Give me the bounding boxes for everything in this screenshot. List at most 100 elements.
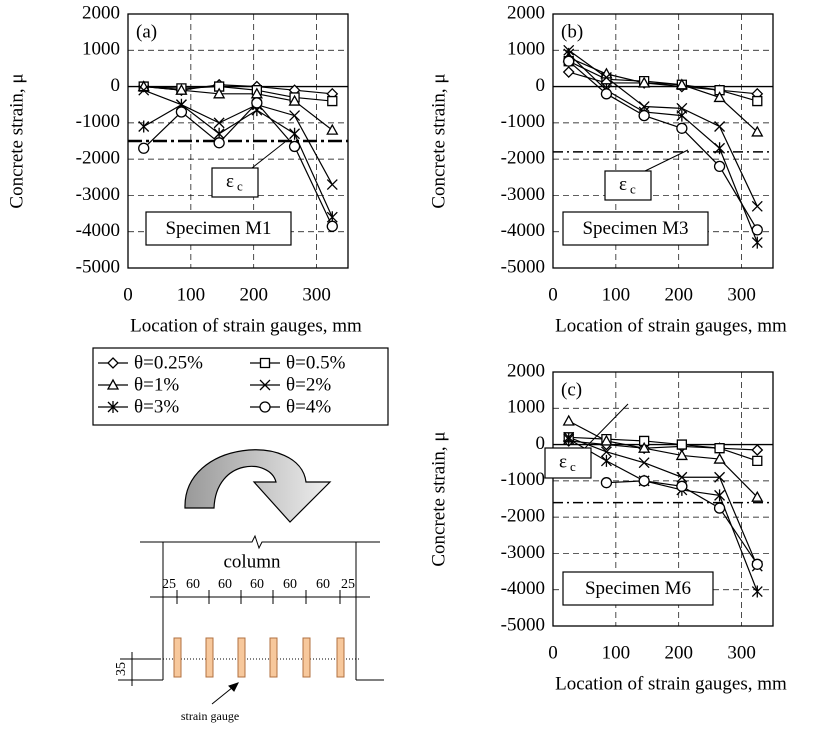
marker — [676, 122, 688, 134]
marker — [600, 477, 613, 489]
marker — [751, 224, 763, 236]
x-axis-label: Location of strain gauges, mm — [555, 315, 787, 336]
legend-label: θ=0.25% — [134, 352, 203, 373]
series-line — [143, 85, 333, 102]
y-tick-label: -4000 — [501, 220, 545, 241]
column-label: column — [224, 551, 281, 572]
series-line — [143, 89, 333, 185]
legend-marker — [106, 378, 120, 390]
x-tick-label: 0 — [123, 284, 133, 305]
y-tick-label: -1000 — [501, 469, 545, 490]
marker — [675, 449, 688, 461]
marker — [562, 414, 575, 426]
height-dimension: 35 — [114, 662, 129, 676]
annotation: ε — [619, 174, 627, 195]
marker — [751, 490, 764, 502]
marker — [563, 55, 575, 67]
panel-label: (b) — [561, 21, 583, 42]
y-tick-label: -2000 — [501, 506, 545, 527]
y-tick-label: -3000 — [501, 542, 545, 563]
x-tick-label: 200 — [664, 284, 693, 305]
marker — [751, 200, 763, 212]
legend-label: θ=3% — [134, 396, 179, 417]
x-tick-label: 300 — [727, 642, 756, 663]
marker — [675, 78, 688, 90]
marker — [638, 457, 650, 469]
y-axis-label: Concrete strain, μ — [428, 73, 449, 208]
panel-label: (c) — [561, 379, 582, 400]
annotation-leader — [584, 403, 629, 449]
dimension: 25 — [341, 577, 355, 592]
marker — [714, 121, 726, 132]
marker — [714, 489, 726, 502]
y-tick-label: -1000 — [76, 111, 120, 132]
x-tick-label: 100 — [602, 284, 631, 305]
marker — [714, 142, 726, 155]
legend-label: θ=0.5% — [286, 352, 346, 373]
dimension: 60 — [218, 577, 232, 592]
marker — [676, 480, 688, 492]
y-tick-label: 0 — [536, 433, 546, 454]
annotation-box — [544, 447, 592, 479]
series-line — [568, 420, 758, 498]
y-tick-label: 2000 — [507, 2, 545, 23]
legend-label: θ=2% — [286, 374, 331, 395]
marker — [713, 502, 726, 514]
x-axis-label: Location of strain gauges, mm — [130, 315, 362, 336]
dimension: 25 — [162, 577, 176, 592]
plot-frame — [552, 371, 774, 627]
marker — [138, 142, 150, 154]
y-tick-label: 2000 — [507, 360, 545, 381]
marker — [175, 83, 188, 95]
dimension: 60 — [283, 577, 297, 592]
marker — [563, 433, 575, 446]
marker — [289, 127, 301, 140]
marker — [713, 452, 726, 464]
y-tick-label: -4000 — [76, 220, 120, 241]
y-tick-label: 1000 — [507, 397, 545, 418]
legend-label: θ=4% — [286, 396, 331, 417]
series-line — [143, 85, 333, 131]
legend-label: θ=1% — [134, 374, 179, 395]
y-tick-label: -2000 — [76, 148, 120, 169]
marker — [600, 446, 612, 458]
marker — [213, 87, 226, 99]
legend-marker — [259, 379, 271, 391]
strain-gauges — [173, 637, 345, 678]
y-tick-label: -5000 — [76, 256, 120, 277]
marker — [638, 435, 650, 447]
specimen-box — [145, 211, 292, 246]
y-axis-label: Concrete strain, μ — [6, 73, 27, 208]
legend-marker — [259, 401, 271, 413]
marker — [213, 137, 225, 149]
marker — [213, 117, 225, 129]
marker — [289, 110, 301, 122]
marker — [638, 475, 650, 487]
marker — [326, 179, 338, 191]
series-line — [568, 53, 758, 243]
marker — [676, 109, 688, 122]
annotation-subscript: c — [237, 178, 243, 193]
marker — [213, 81, 225, 92]
annotation: ε — [226, 171, 234, 192]
series-line — [568, 60, 758, 231]
annotation: ε — [559, 451, 567, 472]
marker — [326, 220, 338, 232]
series-line — [568, 71, 758, 95]
series-line — [568, 60, 758, 102]
marker — [676, 471, 688, 483]
panel-label-bg — [132, 20, 164, 44]
y-tick-label: -3000 — [76, 184, 120, 205]
series-line — [568, 436, 758, 462]
marker — [638, 441, 651, 453]
specimen-label: Specimen M1 — [165, 218, 271, 239]
x-tick-label: 0 — [548, 642, 558, 663]
dimension: 60 — [316, 577, 330, 592]
marker — [138, 84, 150, 96]
marker — [600, 434, 613, 446]
specimen-label: Specimen M6 — [585, 578, 691, 599]
marker — [600, 454, 612, 467]
annotation-leader — [251, 141, 286, 169]
marker — [138, 120, 150, 133]
